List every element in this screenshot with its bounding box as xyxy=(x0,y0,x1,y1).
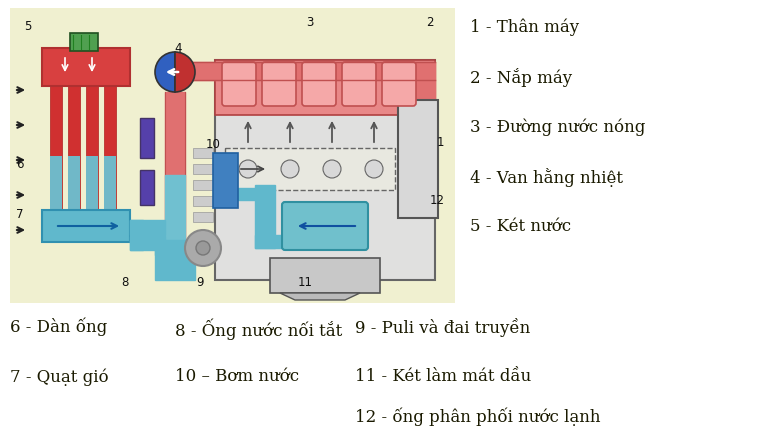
FancyBboxPatch shape xyxy=(382,62,416,106)
FancyBboxPatch shape xyxy=(42,48,130,86)
Text: 9 - Puli và đai truyền: 9 - Puli và đai truyền xyxy=(355,318,530,337)
Text: 5 - Két nước: 5 - Két nước xyxy=(470,218,571,235)
FancyBboxPatch shape xyxy=(140,170,154,205)
FancyBboxPatch shape xyxy=(86,156,98,211)
Text: 1: 1 xyxy=(436,136,444,149)
Text: 5: 5 xyxy=(24,20,32,33)
Text: 12: 12 xyxy=(429,194,445,206)
Text: 11 - Két làm mát dầu: 11 - Két làm mát dầu xyxy=(355,368,532,385)
FancyBboxPatch shape xyxy=(86,86,98,211)
Text: 2 - Nắp máy: 2 - Nắp máy xyxy=(470,68,572,87)
FancyBboxPatch shape xyxy=(104,86,116,211)
FancyBboxPatch shape xyxy=(70,33,98,51)
Text: 9: 9 xyxy=(196,277,204,289)
Circle shape xyxy=(239,160,257,178)
Wedge shape xyxy=(155,52,175,92)
Polygon shape xyxy=(130,220,165,235)
Circle shape xyxy=(323,160,341,178)
Polygon shape xyxy=(280,293,360,300)
Polygon shape xyxy=(155,245,195,280)
Text: 10: 10 xyxy=(206,139,220,152)
FancyBboxPatch shape xyxy=(270,258,380,293)
Text: 7: 7 xyxy=(16,208,24,222)
FancyBboxPatch shape xyxy=(282,202,368,250)
FancyBboxPatch shape xyxy=(68,86,80,211)
Circle shape xyxy=(185,230,221,266)
Text: 4: 4 xyxy=(175,41,182,54)
FancyBboxPatch shape xyxy=(342,62,376,106)
FancyBboxPatch shape xyxy=(193,180,213,190)
Circle shape xyxy=(196,241,210,255)
Polygon shape xyxy=(165,175,185,245)
FancyBboxPatch shape xyxy=(193,212,213,222)
FancyBboxPatch shape xyxy=(104,156,116,211)
Text: 4 - Van hằng nhiệt: 4 - Van hằng nhiệt xyxy=(470,168,623,187)
FancyBboxPatch shape xyxy=(10,8,455,303)
Text: 3: 3 xyxy=(307,16,314,29)
FancyBboxPatch shape xyxy=(222,62,256,106)
FancyBboxPatch shape xyxy=(215,60,435,115)
Text: 2: 2 xyxy=(426,16,434,29)
Polygon shape xyxy=(415,80,435,105)
FancyBboxPatch shape xyxy=(193,148,213,158)
FancyBboxPatch shape xyxy=(225,148,395,190)
FancyBboxPatch shape xyxy=(193,196,213,206)
Polygon shape xyxy=(130,220,143,250)
Polygon shape xyxy=(255,235,320,248)
FancyBboxPatch shape xyxy=(262,62,296,106)
Text: 8 - Ống nước nối tắt: 8 - Ống nước nối tắt xyxy=(175,318,342,339)
FancyBboxPatch shape xyxy=(50,156,62,211)
FancyBboxPatch shape xyxy=(140,118,154,158)
FancyBboxPatch shape xyxy=(213,153,238,208)
Text: 1 - Thân máy: 1 - Thân máy xyxy=(470,18,579,36)
Text: 10 – Bơm nước: 10 – Bơm nước xyxy=(175,368,299,385)
FancyBboxPatch shape xyxy=(68,156,80,211)
Text: 7 - Quạt gió: 7 - Quạt gió xyxy=(10,368,109,385)
Polygon shape xyxy=(155,240,195,255)
Polygon shape xyxy=(238,188,265,200)
Polygon shape xyxy=(130,236,165,250)
Text: 12 - ống phân phối nước lạnh: 12 - ống phân phối nước lạnh xyxy=(355,408,601,426)
Circle shape xyxy=(365,160,383,178)
Polygon shape xyxy=(165,92,185,245)
Circle shape xyxy=(281,160,299,178)
FancyBboxPatch shape xyxy=(302,62,336,106)
FancyBboxPatch shape xyxy=(398,100,438,218)
FancyBboxPatch shape xyxy=(50,86,62,211)
Polygon shape xyxy=(255,185,275,248)
Text: 6: 6 xyxy=(16,158,24,172)
Text: 11: 11 xyxy=(297,277,313,289)
Wedge shape xyxy=(175,52,195,92)
FancyBboxPatch shape xyxy=(42,210,130,242)
FancyBboxPatch shape xyxy=(193,164,213,174)
Text: 6 - Dàn ống: 6 - Dàn ống xyxy=(10,318,107,336)
FancyBboxPatch shape xyxy=(215,60,435,280)
Text: 8: 8 xyxy=(121,277,129,289)
Text: 3 - Đường nước nóng: 3 - Đường nước nóng xyxy=(470,118,646,136)
